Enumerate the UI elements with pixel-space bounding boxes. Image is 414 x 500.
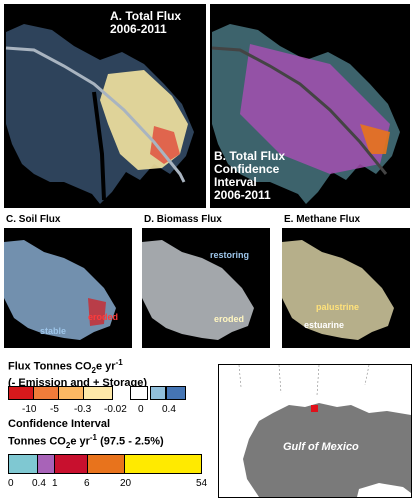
confidence-interval-map xyxy=(211,24,400,204)
flux-tick-6: 0.4 xyxy=(162,404,176,415)
panel-total-flux: A. Total Flux 2006-2011 xyxy=(4,4,206,208)
label-estuarine: estuarine xyxy=(304,320,345,330)
panel-c-title: C. Soil Flux xyxy=(6,214,61,225)
flux-tick-4: -0.02 xyxy=(104,404,127,415)
ci-swatch-2 xyxy=(37,454,55,474)
ci-swatch-1 xyxy=(8,454,38,474)
total-flux-map xyxy=(5,24,194,204)
ci-tick-6: 54 xyxy=(196,478,208,489)
ci-swatch-4 xyxy=(87,454,125,474)
biomass-flux-map xyxy=(142,240,254,340)
ci-tick-3: 1 xyxy=(52,478,58,489)
label-palustrine: palustrine xyxy=(316,302,360,312)
panel-d-title: D. Biomass Flux xyxy=(144,214,222,225)
panel-methane-flux: palustrine estuarine xyxy=(282,228,410,348)
label-restoring: restoring xyxy=(210,250,250,260)
flux-swatch-1 xyxy=(8,386,34,400)
methane-flux-map xyxy=(282,240,394,340)
study-area-marker xyxy=(311,405,318,412)
ci-legend-title: Confidence Interval Tonnes CO2e yr-1 (97… xyxy=(8,418,164,450)
flux-swatch-2 xyxy=(33,386,59,400)
flux-swatch-5 xyxy=(130,386,148,400)
flux-tick-1: -10 xyxy=(22,404,37,415)
flux-tick-2: -5 xyxy=(50,404,59,415)
flux-legend-title: Flux Tonnes CO2e yr-1 (- Emission and + … xyxy=(8,358,148,389)
soil-flux-map xyxy=(4,240,116,340)
panel-confidence-interval: B. Total Flux Confidence Interval 2006-2… xyxy=(210,4,410,208)
ci-tick-2: 0.4 xyxy=(32,478,46,489)
inset-map: Gulf of Mexico xyxy=(218,364,412,498)
ci-swatch-5 xyxy=(124,454,202,474)
flux-swatch-3 xyxy=(58,386,84,400)
label-eroded-soil: eroded xyxy=(88,312,119,322)
gulf-coast-map xyxy=(219,365,411,497)
flux-swatch-6 xyxy=(150,386,166,400)
panel-biomass-flux: restoring eroded xyxy=(142,228,270,348)
label-eroded-biomass: eroded xyxy=(214,314,245,324)
panel-soil-flux: stable eroded xyxy=(4,228,132,348)
gulf-of-mexico-label: Gulf of Mexico xyxy=(283,441,359,453)
label-stable: stable xyxy=(40,326,67,336)
panel-b-title: B. Total Flux Confidence Interval 2006-2… xyxy=(214,149,286,202)
ci-tick-1: 0 xyxy=(8,478,14,489)
ci-tick-4: 6 xyxy=(84,478,90,489)
flux-swatch-4 xyxy=(83,386,113,400)
flux-tick-3: -0.3 xyxy=(74,404,92,415)
flux-tick-5: 0 xyxy=(138,404,144,415)
panel-a-title: A. Total Flux 2006-2011 xyxy=(110,9,182,36)
flux-swatch-7 xyxy=(166,386,186,400)
ci-swatch-3 xyxy=(54,454,88,474)
panel-e-title: E. Methane Flux xyxy=(284,214,361,225)
ci-tick-5: 20 xyxy=(120,478,132,489)
